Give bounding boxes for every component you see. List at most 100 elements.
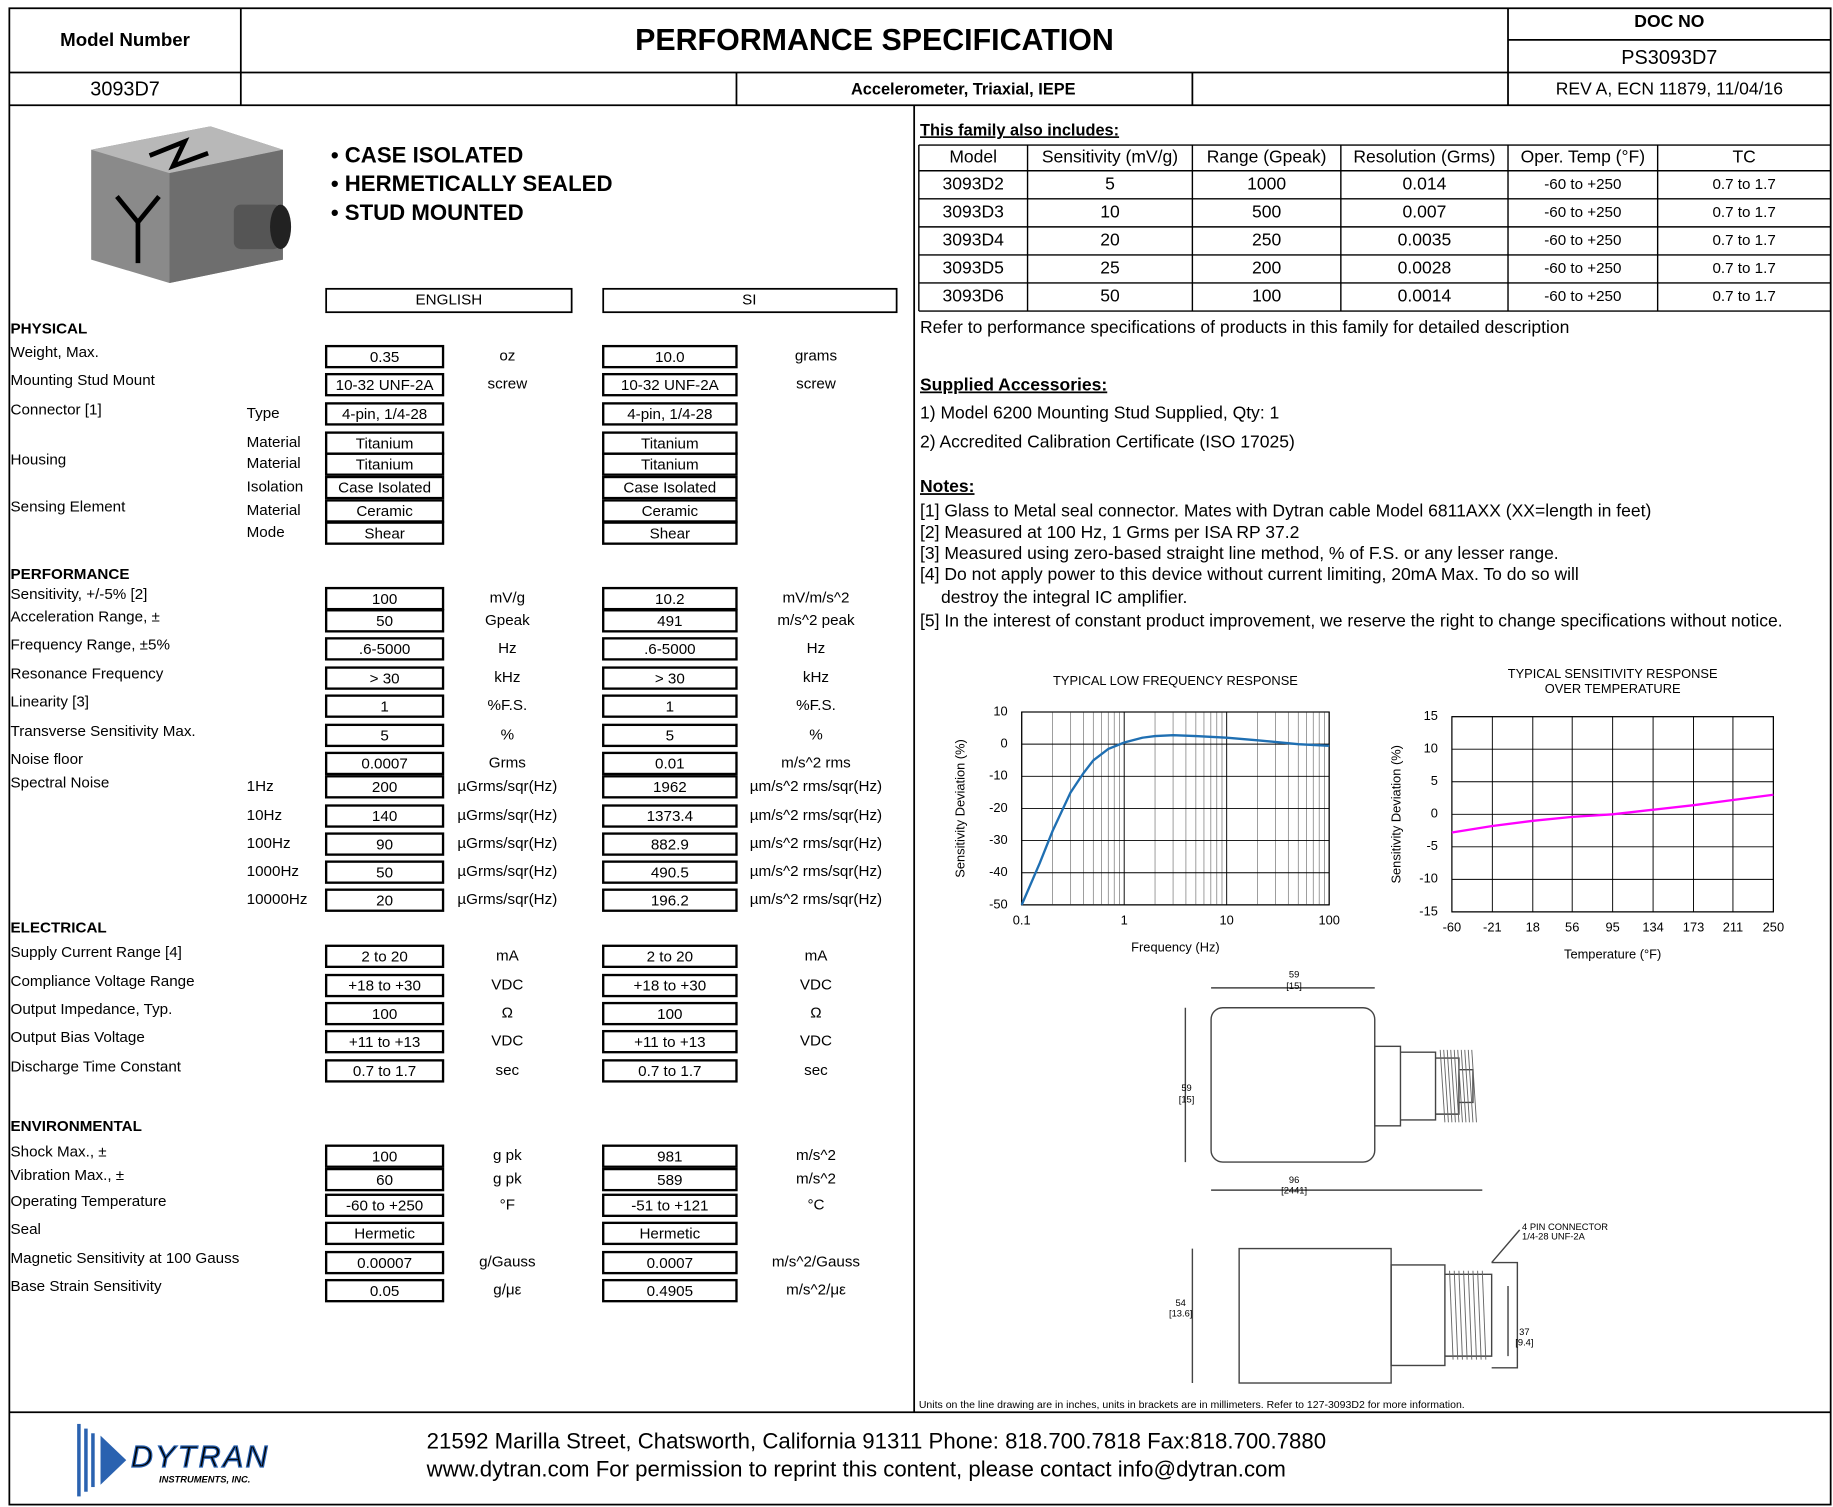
si-unit: µm/s^2 rms/sqr(Hz) [750,891,882,908]
si-unit: Ω [810,1005,821,1022]
si-value: 491 [657,613,682,630]
value-box [602,1059,738,1083]
si-value: 10.0 [655,349,685,366]
english-unit: screw [488,376,528,393]
value-box [324,804,445,828]
value-box [602,1144,738,1168]
dimension-label: 1/4-28 UNF-2A [1522,1231,1586,1241]
table-cell: 200 [1252,258,1281,278]
si-unit: kHz [803,669,829,686]
chart-title: TYPICAL LOW FREQUENCY RESPONSE [1053,673,1298,688]
row-label: Resonance Frequency [11,666,164,683]
row-label: Transverse Sensitivity Max. [11,723,196,740]
thread [1453,1049,1460,1123]
english-unit: µGrms/sqr(Hz) [457,891,557,908]
table-cell: 0.0035 [1398,230,1452,250]
value-box [324,1250,445,1275]
value-box [602,1167,738,1192]
dimension-label: [9.4] [1515,1338,1533,1348]
value-box [324,475,445,500]
table-cell: 0.7 to 1.7 [1712,260,1775,277]
value-box [324,637,445,661]
english-unit: mA [496,947,520,964]
dimension-label: 96 [1289,1175,1299,1185]
value-box [602,860,738,884]
english-value: Case Isolated [338,480,431,497]
table-cell: 3093D5 [943,258,1004,278]
table-cell: -60 to +250 [1544,232,1621,249]
thread [1464,1049,1470,1123]
row-label: Sensing Element [11,498,127,515]
english-value: 0.05 [370,1283,400,1300]
value-box [324,1029,445,1054]
si-value: 10-32 UNF-2A [621,377,720,394]
y-tick-label: -50 [989,896,1008,911]
english-value: 140 [372,808,397,825]
y-tick-label: -20 [989,800,1008,815]
value-box [602,475,738,500]
row-sublabel: 1Hz [247,778,274,795]
table-cell: 3093D6 [943,286,1004,306]
value-box [324,944,445,969]
accessories-title: Supplied Accessories: [920,374,1107,394]
thread [1481,1270,1487,1360]
value-box [602,723,738,748]
value-box [324,1278,445,1303]
logo-subtext: INSTRUMENTS, INC. [159,1475,250,1485]
note: [5] In the interest of constant product … [920,611,1783,631]
si-value: 490.5 [651,864,689,881]
si-value: Shear [650,525,691,542]
si-value: .6-5000 [644,641,696,658]
layout-lines [9,8,1831,1414]
si-value: 1373.4 [647,808,693,825]
table-header: Sensitivity (mV/g) [1042,147,1178,167]
revision: REV A, ECN 11879, 11/04/16 [1556,79,1783,99]
doc-no-label: DOC NO [1634,11,1704,31]
row-sublabel: Mode [247,524,285,541]
description: Accelerometer, Triaxial, IEPE [851,80,1076,98]
x-axis-label: Frequency (Hz) [1131,940,1220,955]
table-cell: 0.0014 [1398,286,1452,306]
english-unit: Grms [489,754,527,771]
english-value: Ceramic [356,503,413,520]
y-tick-label: 15 [1424,708,1438,723]
thread [1443,1049,1449,1123]
si-unit: %F.S. [796,697,836,714]
product-photo [91,126,292,283]
table-cell: 0.7 to 1.7 [1712,288,1775,305]
y-tick-label: -10 [1419,871,1438,886]
english-value: Titanium [356,435,414,452]
si-unit: m/s^2/με [786,1282,846,1299]
row-label: Vibration Max., ± [11,1167,125,1184]
section-title: PHYSICAL [11,321,88,338]
value-box [602,452,738,476]
english-value: Titanium [356,456,414,473]
english-value: 100 [372,1148,397,1165]
english-unit: VDC [491,1033,523,1050]
y-tick-label: -15 [1419,903,1438,918]
value-box [602,1193,738,1218]
value-box [324,521,445,545]
si-unit: µm/s^2 rms/sqr(Hz) [750,778,882,795]
family-note: Refer to performance specifications of p… [920,317,1569,337]
thread [1446,1049,1453,1123]
value-box [324,1001,445,1026]
row-sublabel: Material [247,455,301,472]
drawing-shape [1238,1247,1392,1384]
x-tick-label: 134 [1642,920,1663,935]
english-unit: kHz [494,669,520,686]
si-unit: m/s^2/Gauss [772,1254,861,1271]
si-unit: sec [804,1062,828,1079]
x-tick-label: -21 [1483,920,1502,935]
table-cell: 50 [1100,286,1120,306]
si-unit: mA [805,947,829,964]
si-value: 10.2 [655,591,685,608]
logo-arrow [100,1435,127,1485]
thread [1463,1270,1468,1360]
y-tick-label: -5 [1426,838,1437,853]
dimension-label: [2441] [1281,1186,1307,1196]
drawing-shape [1210,1007,1376,1163]
notes-title: Notes: [920,476,975,496]
thread [1458,1270,1463,1360]
